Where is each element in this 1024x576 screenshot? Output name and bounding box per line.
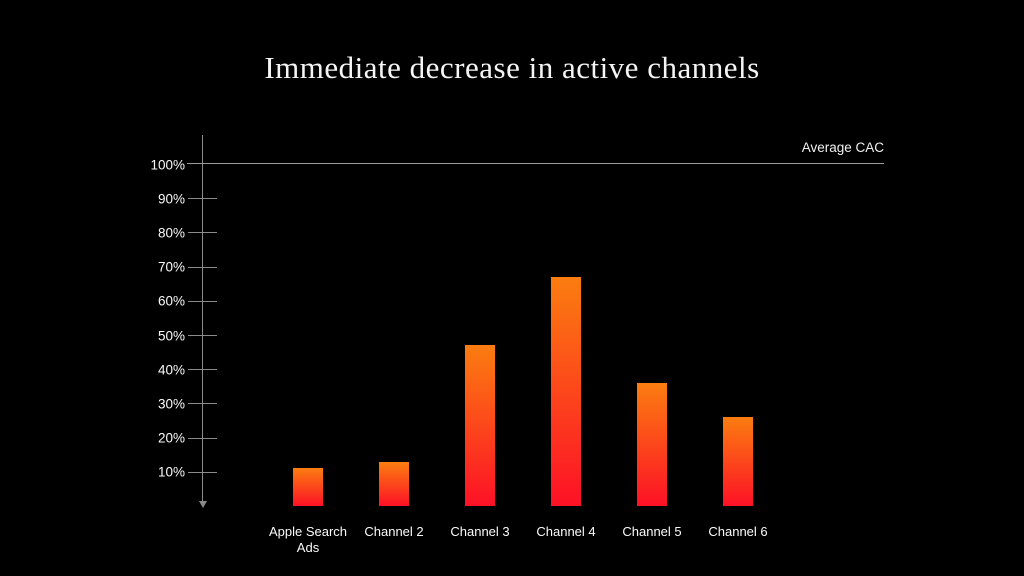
y-tick-label-80: 80% (157, 225, 185, 241)
y-axis-arrowhead-icon (199, 501, 207, 508)
y-tick-label-60: 60% (157, 293, 185, 309)
x-label-channel-3: Channel 3 (450, 524, 510, 539)
y-axis-tick-30 (188, 403, 217, 405)
y-axis-tick-90 (188, 198, 217, 200)
bar-channel-2 (379, 462, 409, 506)
chart-title: Immediate decrease in active channels (264, 50, 760, 85)
x-label-channel-4: Channel 4 (536, 524, 596, 539)
bar-channel-6 (723, 417, 753, 506)
y-tick-label-50: 50% (157, 328, 185, 343)
y-tick-label-40: 40% (157, 362, 185, 378)
bar-channel-5 (637, 383, 667, 506)
x-label-channel-6: Channel 6 (708, 524, 768, 539)
y-tick-label-10: 10% (157, 464, 185, 480)
bar-apple-search-ads (293, 468, 323, 506)
y-axis-tick-50 (188, 335, 217, 336)
y-tick-label-90: 90% (157, 191, 185, 207)
x-label-channel-2: Channel 2 (364, 524, 424, 539)
average-cac-reference-line (187, 163, 884, 164)
y-tick-label-70: 70% (157, 259, 185, 275)
y-axis-tick-10 (188, 471, 217, 473)
x-label-channel-5: Channel 5 (622, 524, 682, 539)
x-label-apple-search-ads: Apple Search Ads (268, 524, 348, 556)
y-axis-tick-60 (188, 300, 217, 302)
average-cac-label: Average CAC (801, 140, 884, 155)
y-tick-label-30: 30% (157, 396, 185, 412)
y-tick-label-20: 20% (157, 430, 185, 446)
y-axis-tick-20 (188, 437, 217, 439)
y-tick-label-100: 100% (150, 157, 185, 172)
y-axis-tick-40 (188, 369, 217, 371)
y-axis-line (202, 135, 203, 502)
y-axis-tick-80 (188, 232, 217, 234)
bar-channel-3 (465, 345, 495, 506)
y-axis-tick-70 (188, 266, 217, 268)
bar-channel-4 (551, 277, 581, 506)
